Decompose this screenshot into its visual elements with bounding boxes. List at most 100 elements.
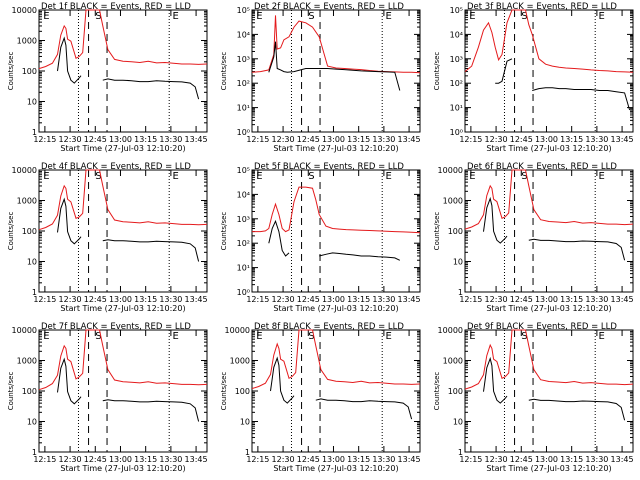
plot-frame bbox=[251, 329, 421, 453]
x-tick-label: 12:30 bbox=[485, 295, 508, 304]
x-tick-label: 13:15 bbox=[560, 135, 583, 144]
x-tick-label: 12:30 bbox=[485, 135, 508, 144]
y-tick-label: 10¹ bbox=[237, 104, 250, 113]
x-tick-label: 13:15 bbox=[560, 455, 583, 464]
x-tick-label: 13:15 bbox=[347, 455, 370, 464]
y-tick-label: 1 bbox=[32, 128, 37, 137]
series-events-line bbox=[495, 58, 631, 111]
y-tick-label: 10³ bbox=[450, 55, 463, 64]
x-tick-label: 13:45 bbox=[611, 135, 634, 144]
x-tick-label: 13:45 bbox=[398, 455, 421, 464]
series-events-line bbox=[57, 197, 200, 262]
x-tick-label: 12:30 bbox=[59, 135, 82, 144]
series-events-line bbox=[483, 356, 626, 421]
y-tick-label: 1 bbox=[458, 448, 463, 457]
plot-frame bbox=[251, 9, 421, 133]
plot-frame bbox=[464, 169, 634, 293]
panel-det-6: Det 6f BLACK = Events, RED = LLD 1 10 100 10… bbox=[433, 162, 634, 313]
x-tick-label: 12:45 bbox=[510, 295, 533, 304]
x-tick-label: 12:45 bbox=[297, 295, 320, 304]
series-events-line bbox=[268, 41, 401, 91]
x-tick-label: 13:30 bbox=[585, 455, 608, 464]
y-axis-label: Counts/sec bbox=[433, 52, 441, 91]
y-tick-label: 1000 bbox=[17, 357, 37, 366]
x-tick-label: 13:15 bbox=[347, 135, 370, 144]
y-axis-label: Counts/sec bbox=[7, 52, 15, 91]
x-tick-label: 12:45 bbox=[84, 295, 107, 304]
panel-det-7: Det 7f BLACK = Events, RED = LLD 1 10 100 10… bbox=[7, 322, 208, 473]
y-tick-label: 100 bbox=[22, 67, 37, 76]
x-axis-label: Start Time (27-Jul-03 12:10:20) bbox=[273, 304, 398, 313]
panel-det-9: Det 9f BLACK = Events, RED = LLD 1 10 100 10… bbox=[433, 322, 634, 473]
y-tick-label: 1 bbox=[32, 288, 37, 297]
x-axis-label: Start Time (27-Jul-03 12:10:20) bbox=[273, 464, 398, 473]
y-axis-label: Counts/sec bbox=[433, 372, 441, 411]
y-tick-label: 10 bbox=[27, 258, 37, 267]
series-lld-line bbox=[38, 329, 208, 391]
x-tick-label: 12:15 bbox=[33, 455, 56, 464]
x-tick-label: 13:15 bbox=[134, 455, 157, 464]
panel-title: Det 3f BLACK = Events, RED = LLD bbox=[467, 2, 617, 12]
plot-frame bbox=[251, 169, 421, 293]
x-axis-label: Start Time (27-Jul-03 12:10:20) bbox=[486, 144, 611, 153]
y-tick-label: 10⁵ bbox=[237, 166, 250, 175]
interval-marker-label: E bbox=[43, 11, 49, 22]
x-tick-label: 13:30 bbox=[372, 135, 395, 144]
x-tick-label: 13:45 bbox=[185, 455, 208, 464]
x-tick-label: 12:15 bbox=[246, 455, 269, 464]
interval-marker-label: S bbox=[95, 11, 101, 22]
panel-title: Det 4f BLACK = Events, RED = LLD bbox=[41, 162, 191, 172]
y-axis-label: Counts/sec bbox=[220, 52, 228, 91]
y-tick-label: 100 bbox=[448, 227, 463, 236]
plot-frame bbox=[38, 9, 208, 133]
y-tick-label: 1000 bbox=[17, 37, 37, 46]
plot-frame bbox=[464, 329, 634, 453]
x-tick-label: 13:30 bbox=[585, 295, 608, 304]
x-tick-label: 12:15 bbox=[33, 135, 56, 144]
x-tick-label: 12:30 bbox=[485, 455, 508, 464]
y-axis-label: Counts/sec bbox=[220, 372, 228, 411]
x-tick-label: 13:45 bbox=[185, 295, 208, 304]
y-tick-label: 10000 bbox=[12, 166, 37, 175]
series-events-line bbox=[57, 36, 200, 100]
series-events-line bbox=[270, 356, 413, 420]
interval-marker-label: E bbox=[469, 171, 475, 182]
y-axis-label: Counts/sec bbox=[433, 212, 441, 251]
x-tick-label: 13:30 bbox=[372, 295, 395, 304]
interval-marker-label: S bbox=[308, 11, 314, 22]
x-tick-label: 12:30 bbox=[59, 455, 82, 464]
y-tick-label: 10000 bbox=[225, 326, 250, 335]
y-tick-label: 10³ bbox=[237, 55, 250, 64]
y-tick-label: 10¹ bbox=[237, 264, 250, 273]
x-tick-label: 12:15 bbox=[246, 135, 269, 144]
x-tick-label: 13:45 bbox=[185, 135, 208, 144]
panel-det-1: Det 1f BLACK = Events, RED = LLD 1 10 100 10… bbox=[7, 2, 208, 153]
panel-title: Det 6f BLACK = Events, RED = LLD bbox=[467, 162, 617, 172]
y-tick-label: 1000 bbox=[443, 357, 463, 366]
x-axis-label: Start Time (27-Jul-03 12:10:20) bbox=[60, 144, 185, 153]
x-tick-label: 13:00 bbox=[109, 135, 132, 144]
interval-marker-label: E bbox=[173, 11, 179, 22]
interval-marker-label: S bbox=[95, 171, 101, 182]
x-tick-label: 13:00 bbox=[535, 455, 558, 464]
y-tick-label: 10 bbox=[453, 258, 463, 267]
panel-title: Det 7f BLACK = Events, RED = LLD bbox=[41, 322, 191, 332]
x-tick-label: 13:00 bbox=[109, 295, 132, 304]
plot-frame bbox=[38, 169, 208, 293]
y-tick-label: 10⁴ bbox=[237, 190, 250, 199]
interval-marker-label: E bbox=[256, 11, 262, 22]
interval-marker-label: S bbox=[521, 171, 527, 182]
plot-frame bbox=[38, 329, 208, 453]
x-tick-label: 13:30 bbox=[159, 295, 182, 304]
panel-det-8: Det 8f BLACK = Events, RED = LLD 1 10 100 10… bbox=[220, 322, 421, 473]
interval-marker-label: E bbox=[256, 331, 262, 342]
y-tick-label: 100 bbox=[22, 387, 37, 396]
series-lld-line bbox=[464, 169, 634, 230]
x-tick-label: 13:45 bbox=[398, 295, 421, 304]
y-tick-label: 1 bbox=[32, 448, 37, 457]
panel-title: Det 1f BLACK = Events, RED = LLD bbox=[41, 2, 191, 12]
interval-marker-label: S bbox=[521, 331, 527, 342]
y-tick-label: 10⁵ bbox=[450, 6, 463, 15]
interval-marker-label: E bbox=[173, 171, 179, 182]
panel-det-4: Det 4f BLACK = Events, RED = LLD 1 10 100 10… bbox=[7, 162, 208, 313]
